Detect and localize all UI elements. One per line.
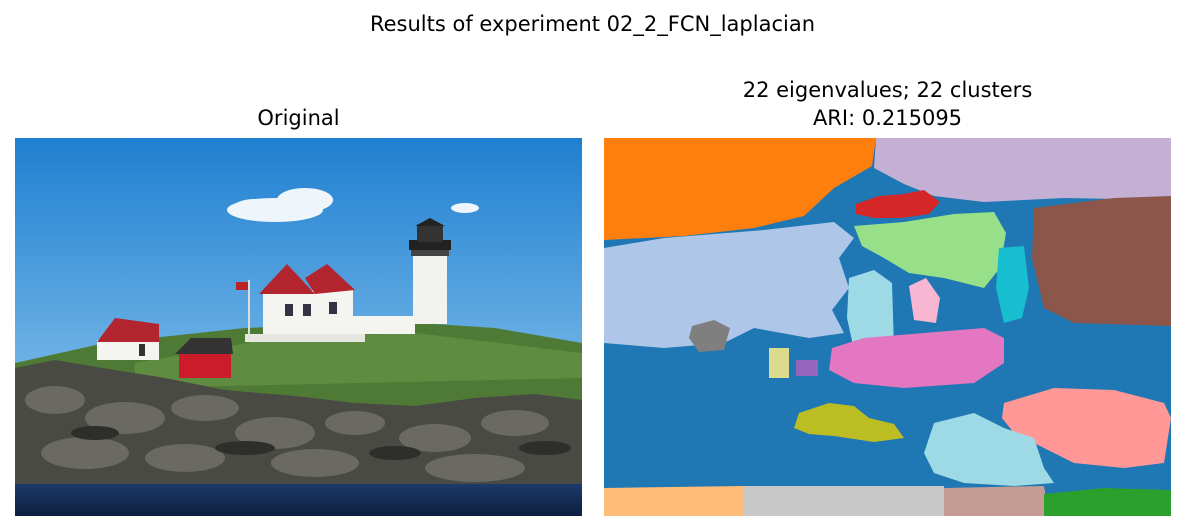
cluster-label-map: [604, 138, 1171, 516]
cluster-tan: [944, 486, 1049, 516]
cloud: [227, 188, 479, 222]
cluster-purple: [796, 360, 818, 376]
flagpole: [248, 280, 250, 338]
cluster-gray: [689, 320, 730, 352]
white-shed: [97, 318, 159, 360]
flag: [236, 282, 248, 290]
segmentation-title-line1: 22 eigenvalues; 22 clusters: [742, 78, 1033, 102]
cluster-olive: [794, 403, 904, 442]
cluster-light-green: [854, 212, 1006, 288]
lighthouse-photo: [15, 138, 582, 516]
cluster-light-cyan: [847, 270, 894, 350]
cluster-orange: [604, 138, 876, 240]
cluster-red: [856, 190, 940, 218]
segmentation-image: [604, 138, 1171, 516]
cluster-light-pink: [909, 278, 940, 323]
original-panel-title: Original: [257, 106, 340, 130]
segmentation-title-line2: ARI: 0.215095: [812, 106, 963, 130]
cluster-cyan: [996, 246, 1029, 323]
cluster-light-red: [1002, 388, 1171, 468]
cluster-light-orange: [604, 486, 754, 516]
cluster-light-cyan-lower: [924, 413, 1054, 486]
figure-suptitle: Results of experiment 02_2_FCN_laplacian: [369, 12, 816, 36]
sea: [15, 484, 582, 516]
cluster-light-blue: [604, 222, 854, 348]
lighthouse: [409, 218, 451, 324]
cluster-lavender: [874, 138, 1171, 202]
cluster-green: [1044, 488, 1171, 516]
cluster-khaki: [769, 348, 789, 378]
keepers-house: [245, 264, 415, 342]
cluster-pink: [829, 328, 1004, 388]
segmentation-panel-title: 22 eigenvalues; 22 clusters ARI: 0.21509…: [604, 76, 1171, 132]
red-shed: [175, 338, 233, 378]
cluster-brown: [1032, 196, 1171, 326]
cluster-light-gray: [744, 486, 944, 516]
original-image: [15, 138, 582, 516]
